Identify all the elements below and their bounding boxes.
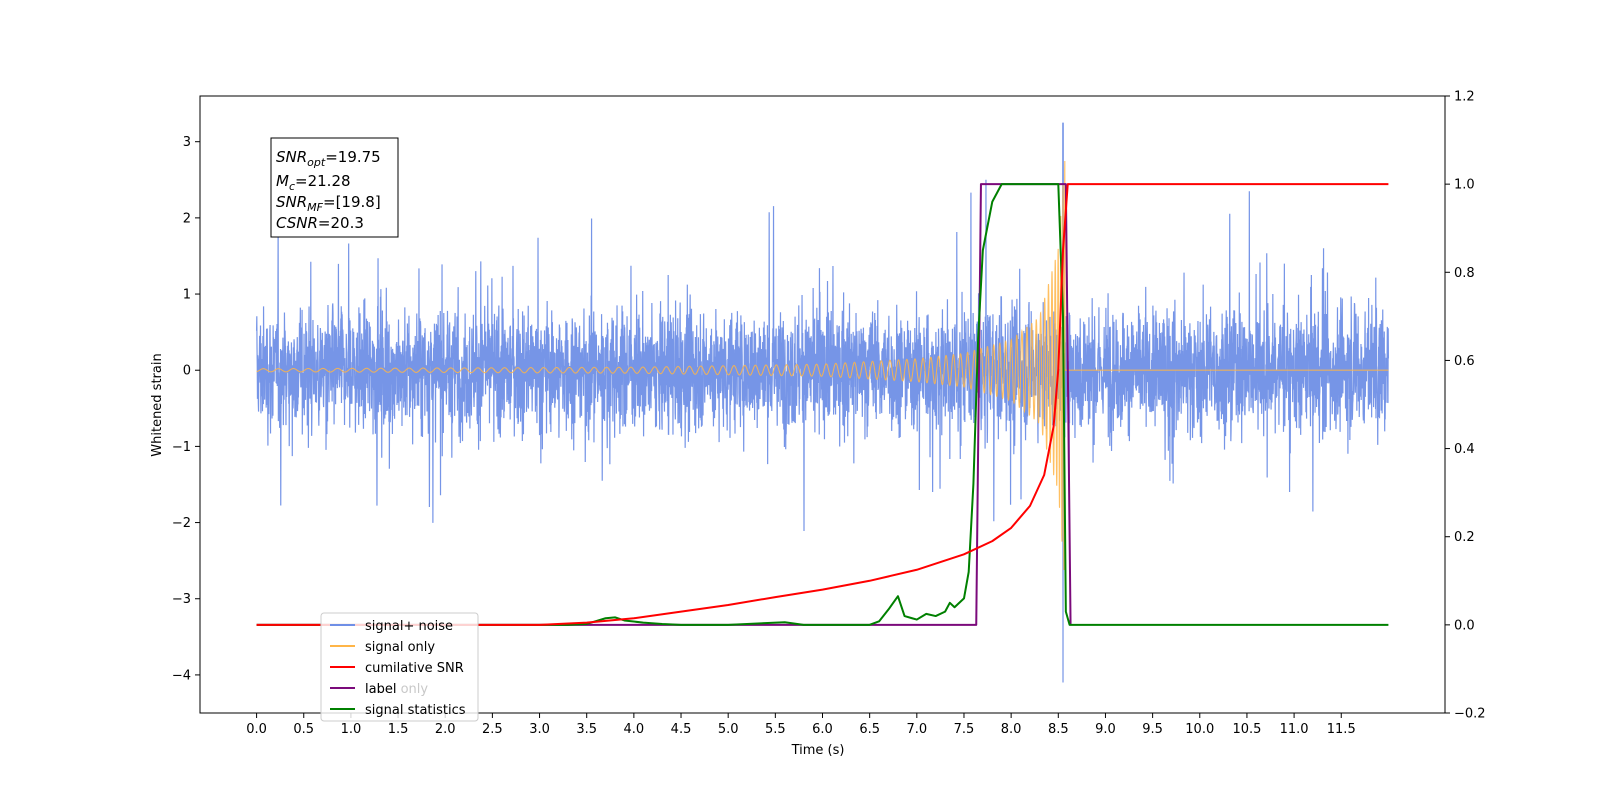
x-tick-label: 2.0	[435, 722, 456, 737]
legend-label-signal-statistics: signal statistics	[365, 703, 466, 718]
y-tick-label: −4	[172, 668, 191, 683]
x-tick-label: 7.0	[906, 722, 927, 737]
x-tick-label: 11.5	[1327, 722, 1356, 737]
series-cumulative-snr-line	[256, 183, 1389, 626]
x-tick-label: 3.5	[576, 722, 597, 737]
x-tick-label: 9.0	[1095, 722, 1116, 737]
x-tick-label: 5.0	[718, 722, 739, 737]
x-tick-label: 10.0	[1185, 722, 1214, 737]
y-tick-label: 0	[183, 364, 191, 379]
y-tick-label: −2	[172, 516, 191, 531]
legend-label-label-only: label only	[365, 682, 428, 697]
x-tick-label: 10.5	[1232, 722, 1261, 737]
legend-label-signal-only: signal only	[365, 640, 435, 655]
y-tick-label: 2	[183, 211, 191, 226]
legend-label-signal-noise: signal+ noise	[365, 619, 453, 634]
y-tick-label: −1	[172, 440, 191, 455]
x-axis-title: Time (s)	[791, 743, 845, 758]
legend: signal+ noise signal only cumilative SNR…	[320, 612, 479, 722]
x-axis-ticks: 0.0 0.5 1.0 1.5 2.0 2.5 3.0 3.5 4.0 4.5 5.0 5.5 6.0 6…	[246, 713, 1356, 737]
y2-tick-label: 1.2	[1454, 90, 1475, 105]
y2-tick-label: 0.6	[1454, 354, 1475, 369]
metric-mc: Mc=21.28	[276, 172, 351, 193]
x-tick-label: 8.0	[1001, 722, 1022, 737]
y2-axis-ticks: 1.2 1.0 0.8 0.6 0.4 0.2 0.0 −0.2	[1445, 90, 1486, 722]
x-tick-label: 6.0	[812, 722, 833, 737]
y-tick-label: −3	[172, 592, 191, 607]
y2-tick-label: −0.2	[1454, 707, 1486, 722]
x-tick-label: 1.5	[388, 722, 409, 737]
x-tick-label: 2.5	[482, 722, 503, 737]
metric-snr-mf: SNRMF=[19.8]	[276, 193, 381, 214]
metric-snr-opt: SNRopt=19.75	[276, 148, 381, 169]
x-tick-label: 4.5	[671, 722, 692, 737]
x-tick-label: 3.0	[529, 722, 550, 737]
series-signal-noise-line	[255, 122, 1390, 683]
x-tick-label: 6.5	[859, 722, 880, 737]
metrics-annotation: SNRopt=19.75 Mc=21.28 SNRMF=[19.8] CSNR=…	[270, 137, 399, 238]
y-tick-label: 3	[183, 135, 191, 150]
y2-tick-label: 0.4	[1454, 442, 1475, 457]
x-tick-label: 1.0	[341, 722, 362, 737]
x-tick-label: 5.5	[765, 722, 786, 737]
y-axis-title: Whitened strain	[150, 353, 165, 456]
y2-tick-label: 1.0	[1454, 178, 1475, 193]
legend-box	[320, 612, 479, 722]
x-tick-label: 0.5	[293, 722, 314, 737]
y2-tick-label: 0.8	[1454, 266, 1475, 281]
y2-tick-label: 0.2	[1454, 530, 1475, 545]
x-tick-label: 8.5	[1048, 722, 1069, 737]
y2-tick-label: 0.0	[1454, 618, 1475, 633]
metrics-annotation-box	[270, 137, 399, 238]
legend-label-cumulative-snr: cumilative SNR	[365, 661, 464, 676]
metric-csnr: CSNR=20.3	[276, 214, 364, 232]
series-signal-only-line	[256, 160, 1389, 571]
x-tick-label: 9.5	[1142, 722, 1163, 737]
legend-label-label: label	[365, 682, 396, 697]
y-axis-ticks: 3 2 1 0 −1 −2 −3 −4	[172, 135, 200, 683]
x-tick-label: 11.0	[1280, 722, 1309, 737]
series-layer	[255, 122, 1390, 683]
series-signal-statistics-line	[256, 183, 1389, 626]
x-tick-label: 4.0	[624, 722, 645, 737]
x-tick-label: 7.5	[954, 722, 975, 737]
y-tick-label: 1	[183, 288, 191, 303]
x-tick-label: 0.0	[246, 722, 267, 737]
